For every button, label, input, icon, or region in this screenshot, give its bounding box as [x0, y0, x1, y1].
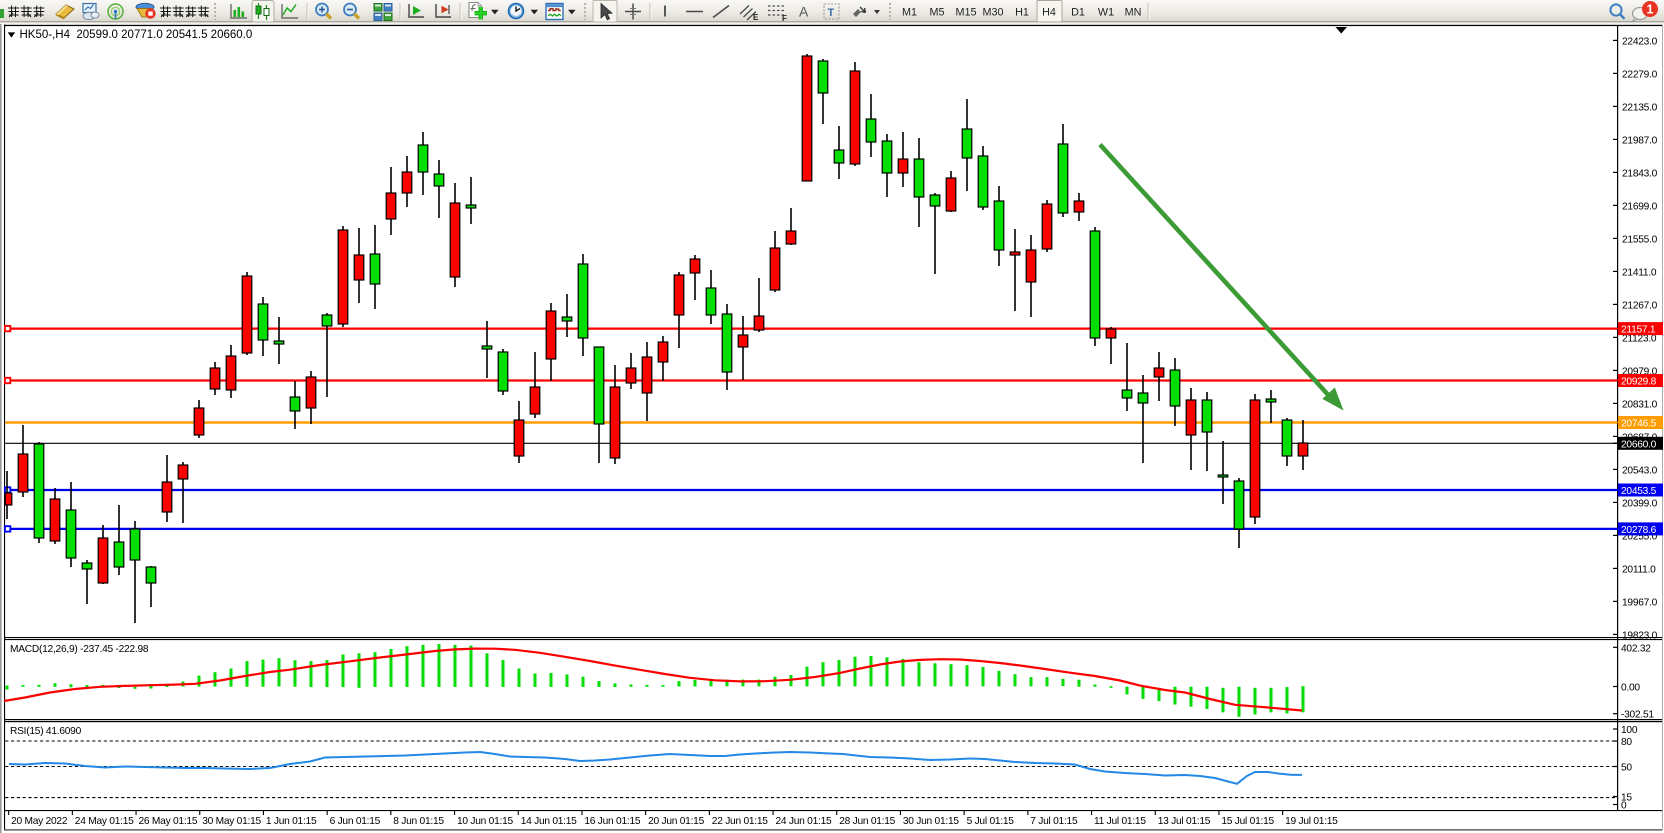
svg-text:30 Jun 01:15: 30 Jun 01:15: [903, 816, 959, 827]
svg-text:20746.5: 20746.5: [1621, 419, 1657, 430]
svg-text:5 Jul 01:15: 5 Jul 01:15: [967, 816, 1015, 827]
svg-text:11 Jul 01:15: 11 Jul 01:15: [1094, 816, 1146, 827]
svg-text:20255.0: 20255.0: [1622, 531, 1658, 542]
svg-text:E: E: [753, 13, 759, 22]
svg-text:MACD(12,26,9) -237.45 -222.98: MACD(12,26,9) -237.45 -222.98: [10, 644, 149, 655]
svg-text:RSI(15) 41.6090: RSI(15) 41.6090: [10, 726, 82, 737]
svg-text:D1: D1: [1071, 7, 1085, 19]
svg-text:19967.0: 19967.0: [1622, 597, 1658, 608]
svg-text:402.32: 402.32: [1621, 643, 1651, 654]
svg-text:15: 15: [1621, 793, 1632, 804]
svg-text:16 Jun 01:15: 16 Jun 01:15: [584, 816, 640, 827]
svg-text:10 Jun 01:15: 10 Jun 01:15: [457, 816, 513, 827]
svg-text:21555.0: 21555.0: [1622, 234, 1658, 245]
svg-text:21987.0: 21987.0: [1622, 135, 1658, 146]
svg-text:0.00: 0.00: [1621, 683, 1640, 694]
svg-text:13 Jul 01:15: 13 Jul 01:15: [1158, 816, 1211, 827]
svg-text:HK50-,H4 20599.0 20771.0 2054: HK50-,H4 20599.0 20771.0 20541.5 20660.0: [20, 29, 253, 41]
svg-text:F: F: [782, 14, 787, 23]
svg-text:20543.0: 20543.0: [1622, 465, 1658, 476]
svg-text:6 Jun 01:15: 6 Jun 01:15: [330, 816, 381, 827]
svg-text:21157.1: 21157.1: [1621, 325, 1656, 336]
svg-text:A: A: [799, 4, 809, 20]
svg-text:20929.8: 20929.8: [1621, 377, 1657, 388]
svg-text:M15: M15: [955, 7, 976, 19]
svg-text:20453.5: 20453.5: [1621, 486, 1657, 497]
svg-text:14 Jun 01:15: 14 Jun 01:15: [521, 816, 577, 827]
svg-text:1: 1: [1647, 3, 1654, 17]
svg-text:50: 50: [1621, 763, 1632, 774]
svg-text:21267.0: 21267.0: [1622, 300, 1658, 311]
svg-text:19 Jul 01:15: 19 Jul 01:15: [1285, 816, 1338, 827]
svg-text:20278.6: 20278.6: [1621, 525, 1657, 536]
svg-text:24 May 01:15: 24 May 01:15: [75, 816, 134, 827]
svg-text:30 May 01:15: 30 May 01:15: [202, 816, 261, 827]
svg-text:M1: M1: [902, 7, 917, 19]
svg-text:28 Jun 01:15: 28 Jun 01:15: [839, 816, 895, 827]
svg-text:0: 0: [1621, 801, 1627, 812]
svg-text:H4: H4: [1042, 7, 1056, 19]
svg-text:M30: M30: [982, 7, 1003, 19]
svg-text:21843.0: 21843.0: [1622, 168, 1658, 179]
svg-text:22423.0: 22423.0: [1622, 36, 1658, 47]
svg-text:20831.0: 20831.0: [1622, 399, 1658, 410]
svg-text:1 Jun 01:15: 1 Jun 01:15: [266, 816, 317, 827]
svg-text:20 May 2022: 20 May 2022: [11, 816, 68, 827]
svg-text:24 Jun 01:15: 24 Jun 01:15: [776, 816, 832, 827]
svg-text:26 May 01:15: 26 May 01:15: [139, 816, 198, 827]
svg-text:22135.0: 22135.0: [1622, 102, 1658, 113]
svg-text:22 Jun 01:15: 22 Jun 01:15: [712, 816, 768, 827]
svg-text:T: T: [828, 7, 835, 19]
svg-text:19823.0: 19823.0: [1622, 630, 1658, 641]
svg-text:-302.51: -302.51: [1621, 710, 1654, 721]
svg-text:H1: H1: [1015, 7, 1029, 19]
svg-text:W1: W1: [1098, 7, 1114, 19]
svg-text:22279.0: 22279.0: [1622, 69, 1658, 80]
svg-text:8 Jun 01:15: 8 Jun 01:15: [393, 816, 444, 827]
svg-text:21411.0: 21411.0: [1622, 267, 1657, 278]
svg-text:21123.0: 21123.0: [1622, 333, 1657, 344]
svg-text:20111.0: 20111.0: [1622, 564, 1656, 575]
svg-text:100: 100: [1621, 725, 1638, 736]
svg-text:20 Jun 01:15: 20 Jun 01:15: [648, 816, 704, 827]
svg-text:80: 80: [1621, 737, 1632, 748]
svg-text:20660.0: 20660.0: [1621, 439, 1657, 450]
svg-text:7 Jul 01:15: 7 Jul 01:15: [1030, 816, 1078, 827]
svg-text:21699.0: 21699.0: [1622, 201, 1658, 212]
svg-text:M5: M5: [930, 7, 945, 19]
svg-text:15 Jul 01:15: 15 Jul 01:15: [1221, 816, 1274, 827]
svg-text:20399.0: 20399.0: [1622, 498, 1658, 509]
svg-text:MN: MN: [1125, 7, 1142, 19]
svg-text:20979.0: 20979.0: [1622, 366, 1658, 377]
